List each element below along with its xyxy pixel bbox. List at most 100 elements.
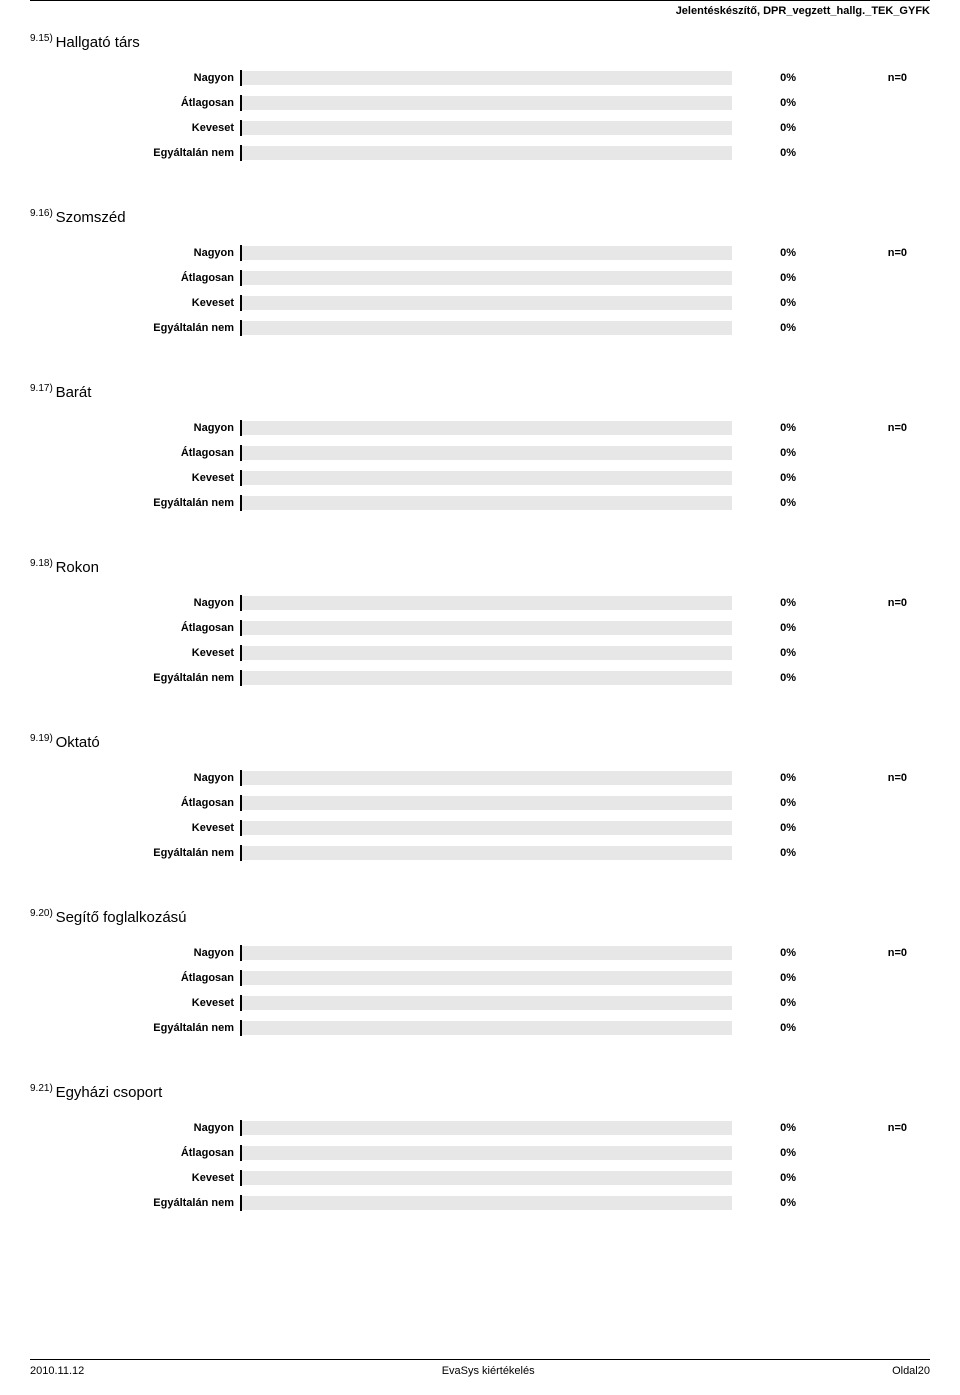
- bar-value: 0%: [732, 1172, 802, 1184]
- footer-center: EvaSys kiértékelés: [442, 1365, 535, 1377]
- bar-row: Nagyon0%n=0: [30, 594, 930, 612]
- bar-ncount: n=0: [802, 247, 907, 259]
- bar-value: 0%: [732, 1147, 802, 1159]
- bar-track: [242, 321, 732, 335]
- bar-row: Nagyon0%n=0: [30, 244, 930, 262]
- bar-value: 0%: [732, 997, 802, 1009]
- question-label: Oktató: [56, 734, 100, 751]
- bar-row-label: Keveset: [30, 997, 240, 1009]
- bar-track: [242, 996, 732, 1010]
- bar-row-label: Átlagosan: [30, 447, 240, 459]
- bar-value: 0%: [732, 447, 802, 459]
- bar-track: [242, 1171, 732, 1185]
- bar-ncount: n=0: [802, 422, 907, 434]
- question-number: 9.18): [30, 558, 56, 569]
- bar-track: [242, 796, 732, 810]
- bar-row-label: Átlagosan: [30, 797, 240, 809]
- question-label: Segítő foglalkozású: [56, 909, 187, 926]
- question-block: 9.18) RokonNagyon0%n=0Átlagosan0%Keveset…: [30, 558, 930, 687]
- bar-row-label: Nagyon: [30, 247, 240, 259]
- bar-row-label: Keveset: [30, 1172, 240, 1184]
- bar-row-label: Nagyon: [30, 422, 240, 434]
- bar-row: Átlagosan 0%: [30, 444, 930, 462]
- bar-value: 0%: [732, 72, 802, 84]
- bar-row: Nagyon0%n=0: [30, 1119, 930, 1137]
- question-number: 9.15): [30, 33, 56, 44]
- bar-track: [242, 1196, 732, 1210]
- bar-row-label: Egyáltalán nem: [30, 1022, 240, 1034]
- bar-row: Keveset 0%: [30, 994, 930, 1012]
- question-title: 9.18) Rokon: [30, 558, 930, 576]
- question-label: Egyházi csoport: [56, 1084, 163, 1101]
- footer-page: Oldal20: [892, 1365, 930, 1377]
- bar-track: [242, 146, 732, 160]
- header-text: Jelentéskészítő, DPR_vegzett_hallg._TEK_…: [30, 5, 930, 17]
- bar-row-label: Nagyon: [30, 947, 240, 959]
- bar-row-label: Átlagosan: [30, 972, 240, 984]
- bar-row-label: Egyáltalán nem: [30, 497, 240, 509]
- bar-row: Keveset 0%: [30, 1169, 930, 1187]
- bar-row-label: Nagyon: [30, 1122, 240, 1134]
- bar-value: 0%: [732, 1197, 802, 1209]
- bar-row: Keveset0%: [30, 294, 930, 312]
- bar-row-label: Nagyon: [30, 72, 240, 84]
- bar-row: Átlagosan 0%: [30, 1144, 930, 1162]
- bar-row-label: Egyáltalán nem: [30, 672, 240, 684]
- bar-value: 0%: [732, 97, 802, 109]
- question-label: Hallgató társ: [56, 34, 140, 51]
- bar-row-label: Átlagosan: [30, 97, 240, 109]
- bar-ncount: n=0: [802, 772, 907, 784]
- bar-row: Átlagosan 0%: [30, 94, 930, 112]
- bar-value: 0%: [732, 972, 802, 984]
- bar-value: 0%: [732, 297, 802, 309]
- bar-row: Egyáltalán nem0%: [30, 669, 930, 687]
- bar-value: 0%: [732, 1122, 802, 1134]
- bar-value: 0%: [732, 122, 802, 134]
- bar-value: 0%: [732, 797, 802, 809]
- question-title: 9.15) Hallgató társ: [30, 33, 930, 51]
- question-number: 9.17): [30, 383, 56, 394]
- questions-container: 9.15) Hallgató társNagyon0%n=0Átlagosan0…: [30, 33, 930, 1212]
- bar-row: Átlagosan 0%: [30, 619, 930, 637]
- bar-value: 0%: [732, 622, 802, 634]
- bar-value: 0%: [732, 497, 802, 509]
- bar-track: [242, 846, 732, 860]
- bar-row-label: Átlagosan: [30, 1147, 240, 1159]
- question-title: 9.20) Segítő foglalkozású: [30, 908, 930, 926]
- bar-value: 0%: [732, 772, 802, 784]
- bar-track: [242, 1121, 732, 1135]
- bar-track: [242, 71, 732, 85]
- header-rule: Jelentéskészítő, DPR_vegzett_hallg._TEK_…: [30, 0, 930, 17]
- bar-track: [242, 96, 732, 110]
- bar-track: [242, 596, 732, 610]
- bar-ncount: n=0: [802, 72, 907, 84]
- bar-value: 0%: [732, 822, 802, 834]
- bar-track: [242, 821, 732, 835]
- bar-row-label: Keveset: [30, 822, 240, 834]
- bar-track: [242, 471, 732, 485]
- question-block: 9.16) SzomszédNagyon0%n=0Átlagosan0%Keve…: [30, 208, 930, 337]
- bar-track: [242, 646, 732, 660]
- bar-row: Nagyon 0%n=0: [30, 769, 930, 787]
- bar-row-label: Keveset: [30, 122, 240, 134]
- bar-value: 0%: [732, 647, 802, 659]
- bar-row: Egyáltalán nem 0%: [30, 494, 930, 512]
- question-label: Barát: [56, 384, 92, 401]
- bar-row: Keveset0%: [30, 644, 930, 662]
- bar-value: 0%: [732, 597, 802, 609]
- bar-track: [242, 446, 732, 460]
- bar-track: [242, 496, 732, 510]
- bar-row-label: Átlagosan: [30, 622, 240, 634]
- bar-row: Keveset 0%: [30, 819, 930, 837]
- bar-row: Egyáltalán nem0%: [30, 319, 930, 337]
- bar-track: [242, 421, 732, 435]
- bar-row-label: Nagyon: [30, 772, 240, 784]
- question-title: 9.17) Barát: [30, 383, 930, 401]
- bar-row-label: Átlagosan: [30, 272, 240, 284]
- question-block: 9.19) OktatóNagyon0%n=0Átlagosan0%Kevese…: [30, 733, 930, 862]
- page-footer: 2010.11.12 EvaSys kiértékelés Oldal20: [30, 1359, 930, 1377]
- bar-row: Egyáltalán nem0%: [30, 1194, 930, 1212]
- bar-row-label: Egyáltalán nem: [30, 147, 240, 159]
- bar-track: [242, 246, 732, 260]
- question-title: 9.21) Egyházi csoport: [30, 1083, 930, 1101]
